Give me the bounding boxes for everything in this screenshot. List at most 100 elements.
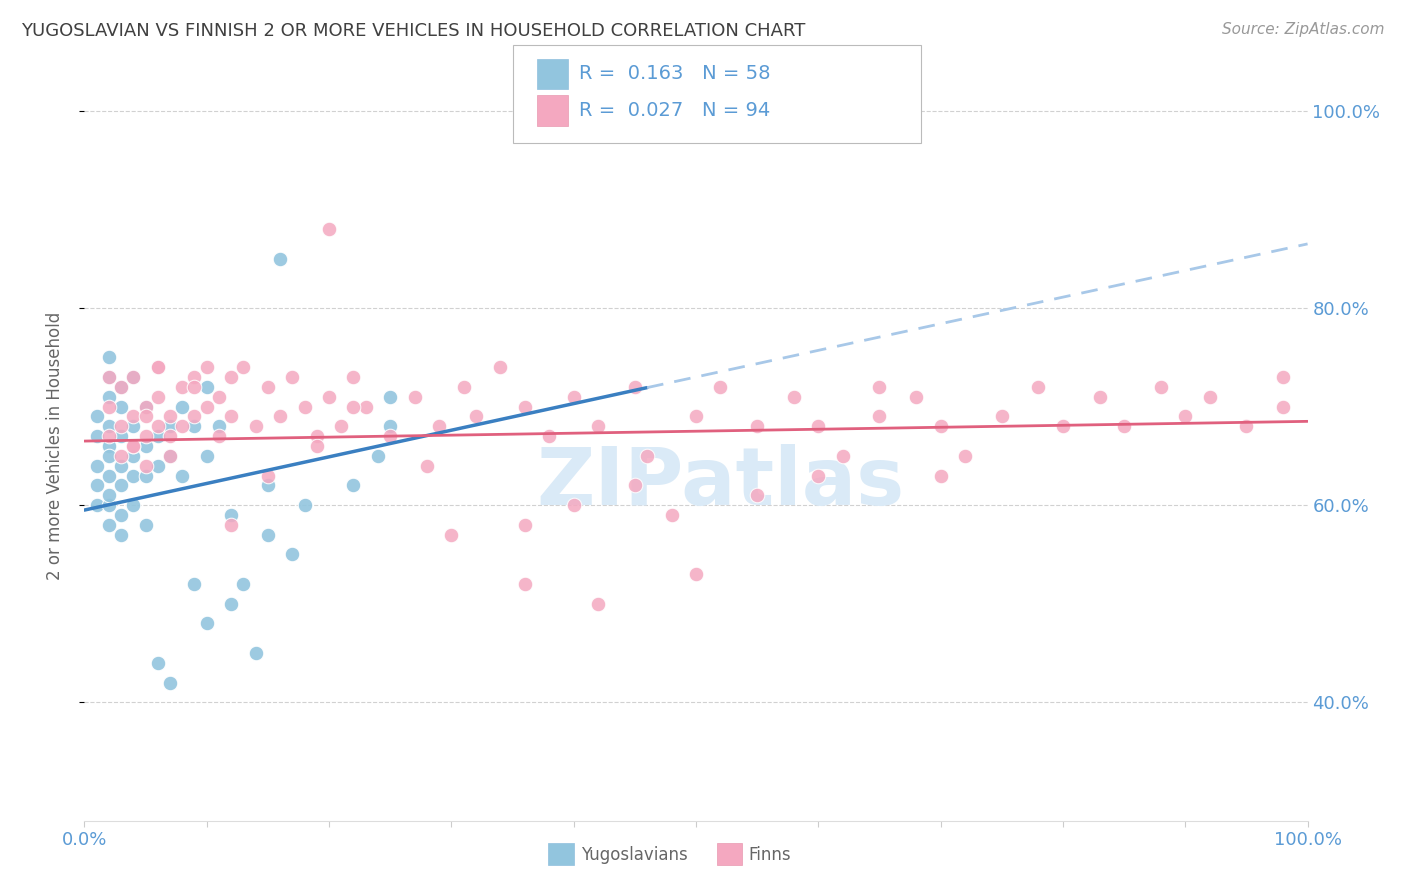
Point: [747, 488, 769, 502]
Point: [208, 390, 231, 404]
Point: [135, 517, 157, 532]
Point: [257, 468, 280, 483]
Point: [1052, 419, 1074, 434]
Point: [86, 478, 108, 492]
Point: [86, 429, 108, 443]
Point: [219, 409, 242, 424]
Point: [1028, 380, 1050, 394]
Point: [318, 390, 340, 404]
Point: [195, 380, 218, 394]
Point: [232, 577, 254, 591]
Point: [513, 577, 536, 591]
Point: [195, 616, 218, 631]
Point: [110, 527, 132, 541]
Point: [135, 400, 157, 414]
Point: [929, 419, 952, 434]
Point: [146, 656, 169, 670]
Point: [97, 419, 120, 434]
Point: [380, 419, 402, 434]
Point: [1272, 400, 1295, 414]
Point: [305, 439, 328, 453]
Point: [172, 380, 194, 394]
Point: [305, 429, 328, 443]
Point: [269, 409, 291, 424]
Y-axis label: 2 or more Vehicles in Household: 2 or more Vehicles in Household: [45, 312, 63, 580]
Point: [416, 458, 439, 473]
Point: [159, 429, 181, 443]
Text: Source: ZipAtlas.com: Source: ZipAtlas.com: [1222, 22, 1385, 37]
Text: YUGOSLAVIAN VS FINNISH 2 OR MORE VEHICLES IN HOUSEHOLD CORRELATION CHART: YUGOSLAVIAN VS FINNISH 2 OR MORE VEHICLE…: [21, 22, 806, 40]
Point: [110, 400, 132, 414]
Point: [195, 449, 218, 463]
Point: [953, 449, 976, 463]
Point: [489, 360, 512, 375]
Point: [159, 449, 181, 463]
Point: [122, 439, 145, 453]
Point: [97, 370, 120, 384]
Point: [869, 380, 891, 394]
Point: [146, 429, 169, 443]
Point: [122, 468, 145, 483]
Point: [159, 409, 181, 424]
Point: [624, 478, 647, 492]
Point: [97, 498, 120, 512]
Point: [367, 449, 389, 463]
Point: [294, 498, 316, 512]
Point: [513, 517, 536, 532]
Point: [122, 439, 145, 453]
Point: [135, 458, 157, 473]
Point: [257, 478, 280, 492]
Point: [1198, 390, 1220, 404]
Point: [195, 360, 218, 375]
Point: [380, 390, 402, 404]
Point: [354, 400, 377, 414]
Point: [208, 429, 231, 443]
Point: [685, 409, 707, 424]
Point: [183, 380, 205, 394]
Point: [183, 577, 205, 591]
Point: [159, 419, 181, 434]
Text: R =  0.163   N = 58: R = 0.163 N = 58: [579, 63, 770, 83]
Point: [97, 449, 120, 463]
Point: [869, 409, 891, 424]
Point: [122, 409, 145, 424]
Point: [245, 646, 267, 660]
Point: [146, 419, 169, 434]
Point: [342, 370, 364, 384]
Point: [1088, 390, 1111, 404]
Point: [1272, 370, 1295, 384]
Point: [257, 527, 280, 541]
Point: [807, 419, 830, 434]
Point: [97, 351, 120, 365]
Text: Finns: Finns: [748, 846, 790, 863]
Point: [330, 419, 353, 434]
Point: [342, 478, 364, 492]
Point: [929, 468, 952, 483]
Point: [685, 567, 707, 582]
Point: [1114, 419, 1136, 434]
Point: [538, 429, 561, 443]
Point: [122, 498, 145, 512]
Point: [97, 390, 120, 404]
Point: [624, 380, 647, 394]
Point: [586, 597, 609, 611]
Point: [991, 409, 1014, 424]
Point: [135, 439, 157, 453]
Point: [905, 390, 928, 404]
Point: [183, 409, 205, 424]
Point: [257, 380, 280, 394]
Point: [1236, 419, 1258, 434]
Point: [172, 400, 194, 414]
Point: [464, 409, 486, 424]
Point: [709, 380, 731, 394]
Point: [110, 458, 132, 473]
Point: [586, 419, 609, 434]
Point: [97, 429, 120, 443]
Point: [404, 390, 426, 404]
Point: [135, 429, 157, 443]
Point: [783, 390, 806, 404]
Point: [110, 478, 132, 492]
Text: Yugoslavians: Yugoslavians: [581, 846, 688, 863]
Point: [146, 458, 169, 473]
Point: [661, 508, 683, 522]
